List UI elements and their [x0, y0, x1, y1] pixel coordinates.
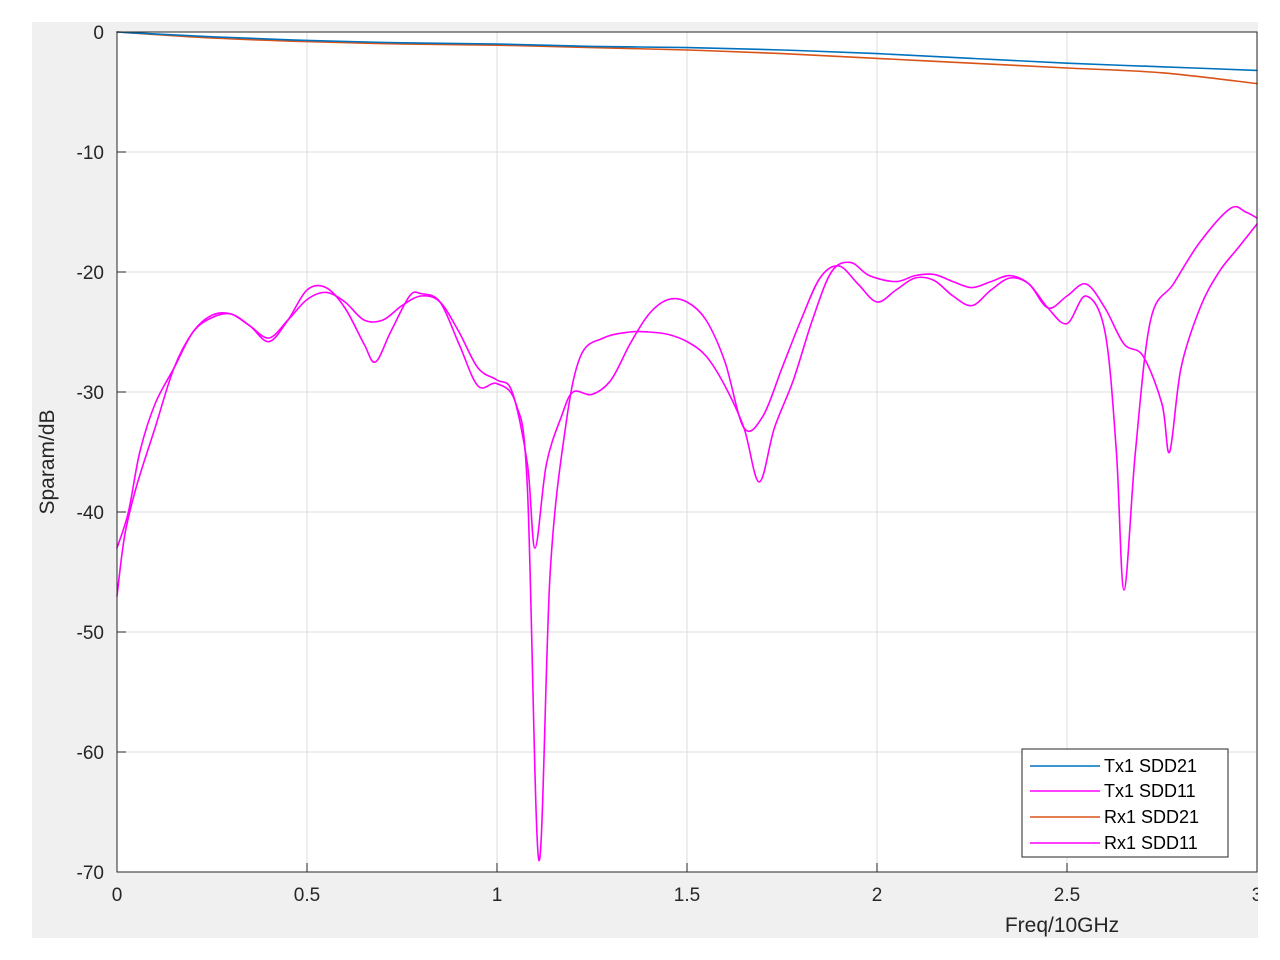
x-tick-label: 2: [872, 885, 883, 906]
x-tick-label: 1: [492, 885, 503, 906]
y-tick-label: 0: [93, 23, 104, 44]
y-axis-label: Sparam/dB: [36, 409, 59, 514]
series-line-tx1-sdd21: [116, 31, 1258, 72]
legend: Tx1 SDD21 Tx1 SDD11 Rx1 SDD21 Rx1 SDD11: [1021, 748, 1229, 858]
x-tick-label: 1.5: [674, 885, 700, 906]
y-tick-label: -10: [77, 143, 104, 164]
series-line-rx1-sdd21: [116, 31, 1258, 85]
series-line-tx1-sdd11: [116, 223, 1258, 597]
x-axis-label: Freq/10GHz: [1005, 914, 1119, 937]
x-tick-label: 2.5: [1054, 885, 1080, 906]
y-tick-label: -70: [77, 863, 104, 884]
y-tick-label: -60: [77, 743, 104, 764]
y-tick-label: -30: [77, 383, 104, 404]
x-tick-label: 0.5: [294, 885, 320, 906]
legend-label-tx1-sdd21: Tx1 SDD21: [1104, 756, 1197, 776]
figure: 0 0.5 1 1.5 2 2.5 3 0 -10 -20 -30 -40 -50 -60 -70 Freq…: [32, 22, 1258, 938]
legend-label-tx1-sdd11: Tx1 SDD11: [1104, 781, 1196, 801]
legend-label-rx1-sdd11: Rx1 SDD11: [1104, 833, 1198, 853]
y-tick-label: -20: [77, 263, 104, 284]
y-tick-label: -40: [77, 503, 104, 524]
legend-label-rx1-sdd21: Rx1 SDD21: [1104, 807, 1199, 827]
series-layer: [116, 31, 1258, 861]
legend-box: [1021, 748, 1229, 858]
x-tick-label: 0: [112, 885, 123, 906]
series-line-rx1-sdd11: [116, 205, 1258, 861]
line-chart: 0 0.5 1 1.5 2 2.5 3 0 -10 -20 -30 -40 -50 -60 -70 Freq…: [36, 23, 1258, 937]
x-tick-label: 3: [1252, 885, 1258, 906]
y-tick-label: -50: [77, 623, 104, 644]
tick-labels: 0 0.5 1 1.5 2 2.5 3 0 -10 -20 -30 -40 -50 -60 -70: [77, 23, 1258, 906]
